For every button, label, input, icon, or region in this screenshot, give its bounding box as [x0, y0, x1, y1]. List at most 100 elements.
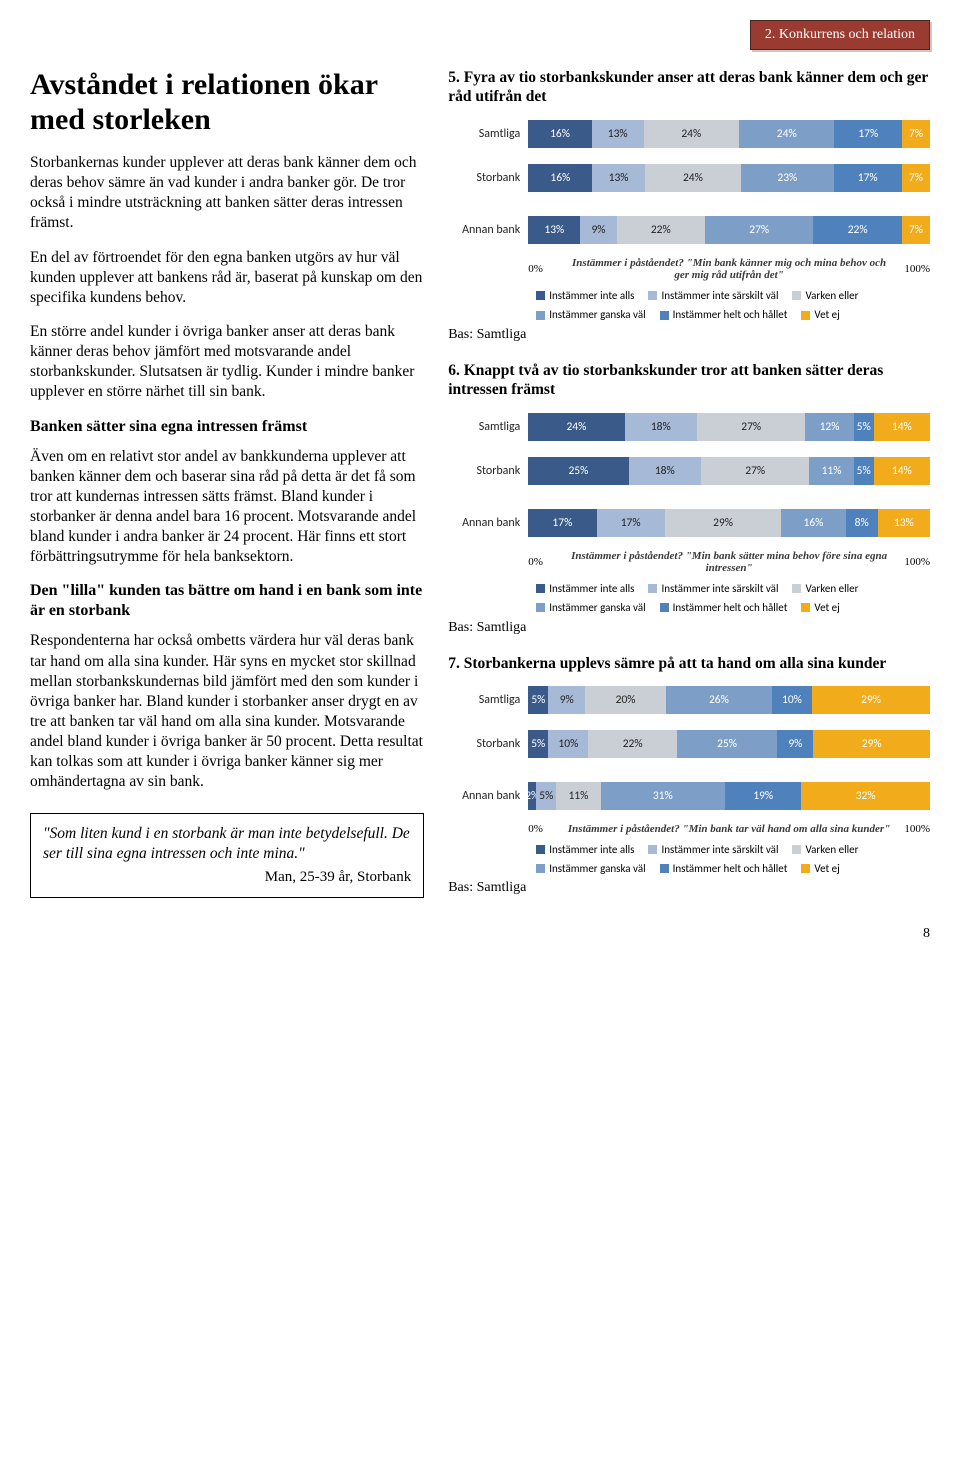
paragraph: En större andel kunder i övriga banker a… — [30, 322, 424, 403]
sub-heading: Banken sätter sina egna intressen främst — [30, 417, 424, 437]
legend-item: Instämmer inte särskilt väl — [648, 581, 778, 596]
paragraph: Respondenterna har också ombetts värdera… — [30, 631, 424, 792]
bar-track: 5%9%20%26%10%29% — [528, 686, 930, 714]
legend-swatch — [801, 311, 810, 320]
bar-segment: 7% — [902, 164, 930, 192]
bar-segment: 7% — [902, 216, 930, 244]
bar-segment: 22% — [617, 216, 705, 244]
chart-bar-row: Storbank16%13%24%23%17%7% — [448, 161, 930, 195]
chart-bar-row: Annan bank2%5%11%31%19%32% — [448, 779, 930, 813]
chart-6-axis: 0% Instämmer i påståendet? "Min bank sät… — [448, 550, 930, 575]
quote-attribution: Man, 25-39 år, Storbank — [43, 868, 411, 888]
legend-swatch — [536, 845, 545, 854]
quote-box: "Som liten kund i en storbank är man int… — [30, 813, 424, 899]
chart-bar-row: Storbank25%18%27%11%5%14% — [448, 454, 930, 488]
bar-segment: 22% — [588, 730, 676, 758]
bar-segment: 5% — [536, 782, 556, 810]
bar-segment: 17% — [834, 164, 902, 192]
bar-segment: 16% — [528, 164, 592, 192]
bar-segment: 25% — [528, 457, 628, 485]
legend-swatch — [660, 311, 669, 320]
bar-track: 17%17%29%16%8%13% — [528, 509, 930, 537]
bar-segment: 27% — [701, 457, 809, 485]
legend-label: Instämmer ganska väl — [549, 307, 645, 322]
bar-row-label: Annan bank — [448, 789, 528, 803]
paragraph: Även om en relativt stor andel av bankku… — [30, 447, 424, 568]
bar-segment: 25% — [677, 730, 777, 758]
bar-segment: 24% — [739, 120, 834, 148]
bar-row-label: Annan bank — [448, 223, 528, 237]
two-column-layout: Avståndet i relationen ökar med storleke… — [30, 68, 930, 914]
legend-swatch — [660, 864, 669, 873]
bar-segment: 24% — [528, 413, 624, 441]
bar-segment: 14% — [874, 457, 930, 485]
bar-segment: 5% — [854, 413, 874, 441]
section-banner: 2. Konkurrens och relation — [750, 20, 930, 50]
bar-row-label: Samtliga — [448, 420, 528, 434]
chart-7-legend: Instämmer inte alls Instämmer inte särski… — [536, 842, 930, 877]
legend-label: Instämmer inte särskilt väl — [661, 288, 778, 303]
bar-segment: 10% — [772, 686, 813, 714]
chart-5-legend: Instämmer inte allsInstämmer inte särski… — [536, 288, 930, 323]
legend-label: Instämmer inte särskilt väl — [661, 581, 778, 596]
legend-swatch — [648, 584, 657, 593]
chart-5-axis: 0% Instämmer i påståendet? "Min bank kän… — [448, 257, 930, 282]
bar-segment: 32% — [801, 782, 930, 810]
bar-segment: 14% — [874, 413, 930, 441]
legend-item: Instämmer inte särskilt väl — [648, 288, 778, 303]
axis-0: 0% — [528, 556, 558, 568]
bar-segment: 5% — [854, 457, 874, 485]
axis-100: 100% — [900, 263, 930, 275]
chart-7: Samtliga5%9%20%26%10%29%Storbank5%10%22%… — [448, 683, 930, 813]
bar-segment: 9% — [580, 216, 616, 244]
bar-segment: 9% — [548, 686, 585, 714]
bar-segment: 5% — [528, 686, 548, 714]
bar-row-label: Samtliga — [448, 693, 528, 707]
bar-row-label: Storbank — [448, 464, 528, 478]
bar-row-label: Storbank — [448, 737, 528, 751]
bar-track: 16%13%24%24%17%7% — [528, 120, 930, 148]
bar-track: 5%10%22%25%9%29% — [528, 730, 930, 758]
bar-segment: 22% — [813, 216, 901, 244]
legend-label: Instämmer inte alls — [549, 842, 634, 857]
legend-item: Instämmer inte alls — [536, 581, 634, 596]
axis-100: 100% — [900, 556, 930, 568]
legend-label: Instämmer inte särskilt väl — [661, 842, 778, 857]
chart-bar-row: Annan bank17%17%29%16%8%13% — [448, 506, 930, 540]
bar-segment: 26% — [666, 686, 772, 714]
legend-item: Instämmer helt och hållet — [660, 861, 788, 876]
bar-segment: 13% — [592, 120, 644, 148]
bar-segment: 29% — [813, 730, 930, 758]
legend-label: Instämmer helt och hållet — [673, 600, 788, 615]
chart-6-question: Instämmer i påståendet? "Min bank sätter… — [558, 550, 900, 575]
legend-label: Instämmer ganska väl — [549, 600, 645, 615]
chart-7-axis: 0% Instämmer i påståendet? "Min bank tar… — [448, 823, 930, 836]
bar-segment: 13% — [592, 164, 644, 192]
bar-segment: 29% — [812, 686, 930, 714]
bar-segment: 8% — [846, 509, 878, 537]
bar-segment: 5% — [528, 730, 548, 758]
bar-segment: 27% — [697, 413, 805, 441]
legend-item: Instämmer ganska väl — [536, 307, 645, 322]
chart-6-title: 6. Knappt två av tio storbankskunder tro… — [448, 361, 930, 400]
chart-5: Samtliga16%13%24%24%17%7%Storbank16%13%2… — [448, 117, 930, 247]
legend-item: Varken eller — [792, 581, 858, 596]
legend-swatch — [536, 291, 545, 300]
chart-bar-row: Samtliga5%9%20%26%10%29% — [448, 683, 930, 717]
bar-segment: 7% — [902, 120, 930, 148]
legend-item: Vet ej — [801, 307, 839, 322]
legend-swatch — [536, 864, 545, 873]
legend-label: Vet ej — [814, 600, 839, 615]
bar-segment: 11% — [809, 457, 853, 485]
bar-segment: 17% — [834, 120, 902, 148]
legend-item: Varken eller — [792, 842, 858, 857]
bar-segment: 9% — [777, 730, 813, 758]
axis-100: 100% — [900, 823, 930, 835]
sub-heading: Den "lilla" kunden tas bättre om hand i … — [30, 581, 424, 621]
legend-swatch — [536, 584, 545, 593]
chart-6-bas: Bas: Samtliga — [448, 620, 930, 636]
chart-7-title: 7. Storbankerna upplevs sämre på att ta … — [448, 654, 930, 673]
axis-0: 0% — [528, 263, 558, 275]
bar-track: 25%18%27%11%5%14% — [528, 457, 930, 485]
legend-label: Instämmer inte alls — [549, 581, 634, 596]
